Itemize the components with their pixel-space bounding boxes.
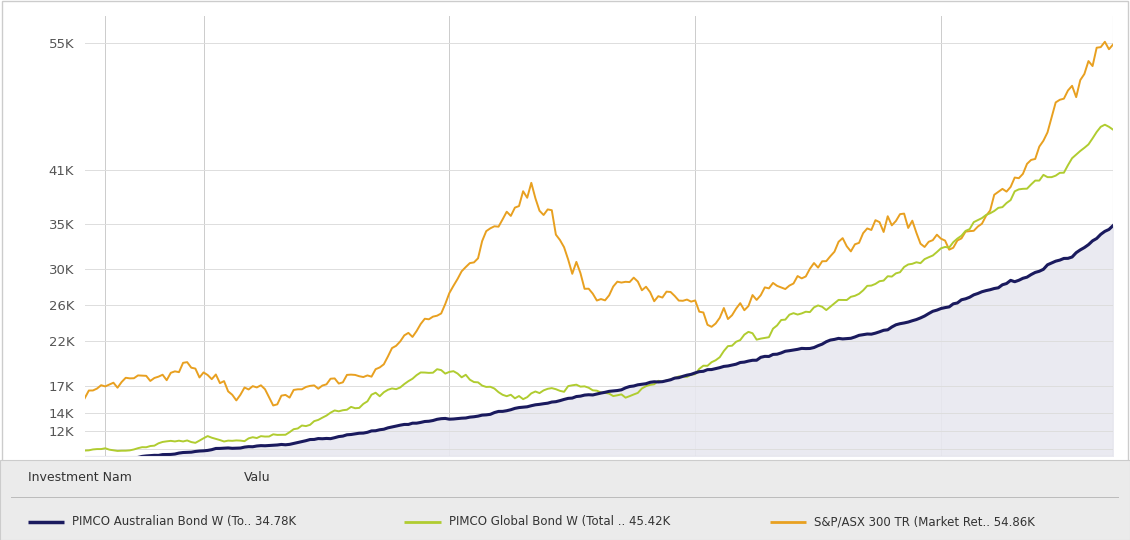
Text: Investment Nam: Investment Nam — [28, 471, 132, 484]
Text: PIMCO Global Bond W (Total .. 45.42K: PIMCO Global Bond W (Total .. 45.42K — [449, 515, 670, 528]
Text: PIMCO Australian Bond W (To.. 34.78K: PIMCO Australian Bond W (To.. 34.78K — [72, 515, 296, 528]
Text: S&P/ASX 300 TR (Market Ret.. 54.86K: S&P/ASX 300 TR (Market Ret.. 54.86K — [814, 515, 1035, 528]
Text: Valu: Valu — [244, 471, 270, 484]
